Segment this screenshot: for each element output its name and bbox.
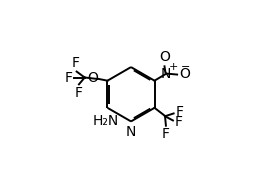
Text: F: F <box>162 127 170 142</box>
Text: O: O <box>159 50 170 64</box>
Text: F: F <box>65 70 73 85</box>
Text: F: F <box>175 105 183 119</box>
Text: F: F <box>75 86 83 100</box>
Text: N: N <box>161 67 171 81</box>
Text: F: F <box>72 56 80 70</box>
Text: O: O <box>87 71 98 85</box>
Text: F: F <box>174 114 183 129</box>
Text: −: − <box>181 62 191 72</box>
Text: H₂N: H₂N <box>92 114 119 128</box>
Text: O: O <box>179 67 190 81</box>
Text: N: N <box>126 125 136 139</box>
Text: +: + <box>169 62 178 72</box>
